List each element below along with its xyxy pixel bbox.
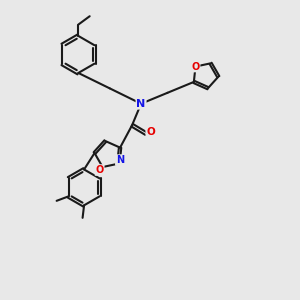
Text: N: N — [116, 155, 124, 165]
Text: N: N — [136, 99, 146, 109]
Text: O: O — [146, 127, 155, 137]
Text: O: O — [191, 61, 200, 72]
Text: O: O — [95, 165, 104, 175]
